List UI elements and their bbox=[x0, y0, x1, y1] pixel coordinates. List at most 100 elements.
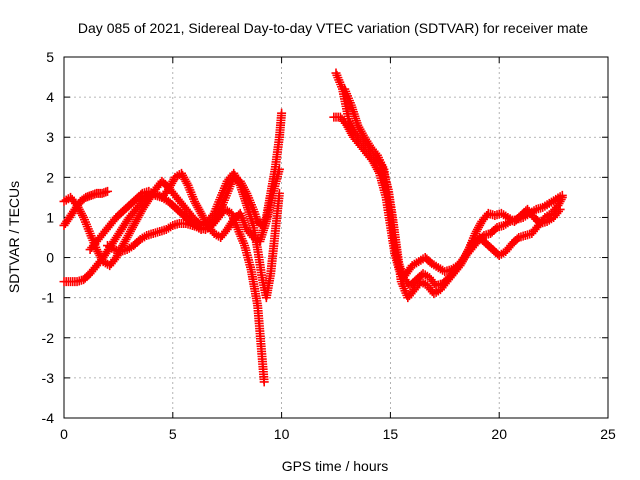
data-point bbox=[196, 208, 206, 218]
x-axis-label: GPS time / hours bbox=[282, 458, 389, 474]
data-point bbox=[179, 172, 189, 182]
series-trace-h bbox=[340, 84, 565, 291]
data-point bbox=[148, 189, 158, 199]
data-point bbox=[470, 228, 480, 238]
data-point bbox=[277, 108, 287, 118]
y-tick-label: -1 bbox=[42, 290, 55, 306]
data-point bbox=[472, 224, 482, 234]
data-point bbox=[95, 251, 105, 261]
data-point bbox=[107, 243, 117, 253]
data-point bbox=[94, 249, 104, 259]
series-trace-e bbox=[103, 204, 269, 387]
data-point bbox=[463, 247, 473, 257]
data-point bbox=[460, 251, 470, 261]
x-tick-label: 10 bbox=[274, 426, 290, 442]
data-point bbox=[354, 122, 364, 132]
data-point bbox=[128, 222, 138, 232]
data-point bbox=[124, 228, 134, 238]
data-point bbox=[195, 206, 205, 216]
data-point bbox=[76, 208, 86, 218]
data-point bbox=[234, 178, 244, 188]
x-tick-label: 25 bbox=[600, 426, 616, 442]
x-tick-label: 20 bbox=[491, 426, 507, 442]
y-tick-label: -3 bbox=[42, 370, 55, 386]
series-trace-d bbox=[85, 164, 284, 255]
y-tick-label: 0 bbox=[46, 250, 54, 266]
chart-title: Day 085 of 2021, Sidereal Day-to-day VTE… bbox=[78, 20, 588, 36]
data-point bbox=[555, 204, 565, 214]
data-point bbox=[192, 200, 202, 210]
y-tick-label: 2 bbox=[46, 169, 54, 185]
y-tick-label: 4 bbox=[46, 89, 54, 105]
y-tick-label: 3 bbox=[46, 129, 54, 145]
series-trace-c bbox=[59, 186, 113, 230]
grid-lines bbox=[64, 57, 608, 418]
data-point bbox=[163, 184, 173, 194]
data-point bbox=[191, 198, 201, 208]
data-point bbox=[180, 174, 190, 184]
x-tick-label: 15 bbox=[383, 426, 399, 442]
data-point bbox=[553, 206, 563, 216]
data-point bbox=[178, 170, 188, 180]
data-point bbox=[140, 232, 150, 242]
data-point bbox=[474, 222, 484, 232]
data-point bbox=[274, 164, 284, 174]
data-point bbox=[134, 210, 144, 220]
data-point bbox=[168, 176, 178, 186]
data-point bbox=[194, 204, 204, 214]
y-axis-label: SDTVAR / TECUs bbox=[6, 181, 22, 293]
data-point bbox=[193, 202, 203, 212]
data-point bbox=[197, 210, 207, 220]
data-point bbox=[357, 128, 367, 138]
x-tick-label: 0 bbox=[60, 426, 68, 442]
data-point bbox=[557, 192, 567, 202]
data-point bbox=[123, 230, 133, 240]
data-point bbox=[182, 178, 192, 188]
data-point bbox=[555, 196, 565, 206]
data-point bbox=[165, 182, 175, 192]
data-point bbox=[177, 168, 187, 178]
data-point bbox=[199, 214, 209, 224]
x-tick-label: 5 bbox=[169, 426, 177, 442]
data-point bbox=[126, 224, 136, 234]
data-point bbox=[130, 218, 140, 228]
data-point bbox=[462, 249, 472, 259]
data-point bbox=[356, 126, 366, 136]
data-point bbox=[353, 120, 363, 130]
data-point bbox=[554, 198, 564, 208]
data-point bbox=[457, 257, 467, 267]
y-tick-labels: -4 -3 -2 -1 0 1 2 3 4 5 bbox=[42, 49, 55, 426]
data-point bbox=[512, 234, 522, 244]
data-point bbox=[77, 210, 87, 220]
data-point bbox=[259, 377, 269, 387]
y-tick-label: 1 bbox=[46, 209, 54, 225]
data-point bbox=[458, 255, 468, 265]
data-point bbox=[459, 253, 469, 263]
data-point bbox=[103, 186, 113, 196]
data-point bbox=[93, 247, 103, 257]
data-point bbox=[230, 170, 240, 180]
data-point bbox=[120, 237, 130, 247]
plot-frame bbox=[63, 56, 609, 419]
data-point bbox=[96, 253, 106, 263]
data-point bbox=[132, 214, 142, 224]
data-point bbox=[133, 212, 143, 222]
data-point bbox=[129, 220, 139, 230]
y-tick-label: -4 bbox=[42, 410, 55, 426]
data-point bbox=[233, 176, 243, 186]
data-point bbox=[198, 212, 208, 222]
data-point bbox=[125, 226, 135, 236]
data-point bbox=[119, 239, 129, 249]
data-point bbox=[136, 190, 146, 200]
data-point bbox=[490, 224, 500, 234]
data-point bbox=[122, 233, 132, 242]
data-series bbox=[59, 68, 567, 387]
x-tick-labels: 0 5 10 15 20 25 bbox=[60, 426, 616, 442]
data-point bbox=[166, 180, 176, 190]
data-point bbox=[200, 216, 210, 226]
data-point bbox=[131, 216, 141, 226]
data-point bbox=[135, 208, 145, 218]
data-point bbox=[166, 222, 176, 232]
data-point bbox=[121, 235, 131, 245]
